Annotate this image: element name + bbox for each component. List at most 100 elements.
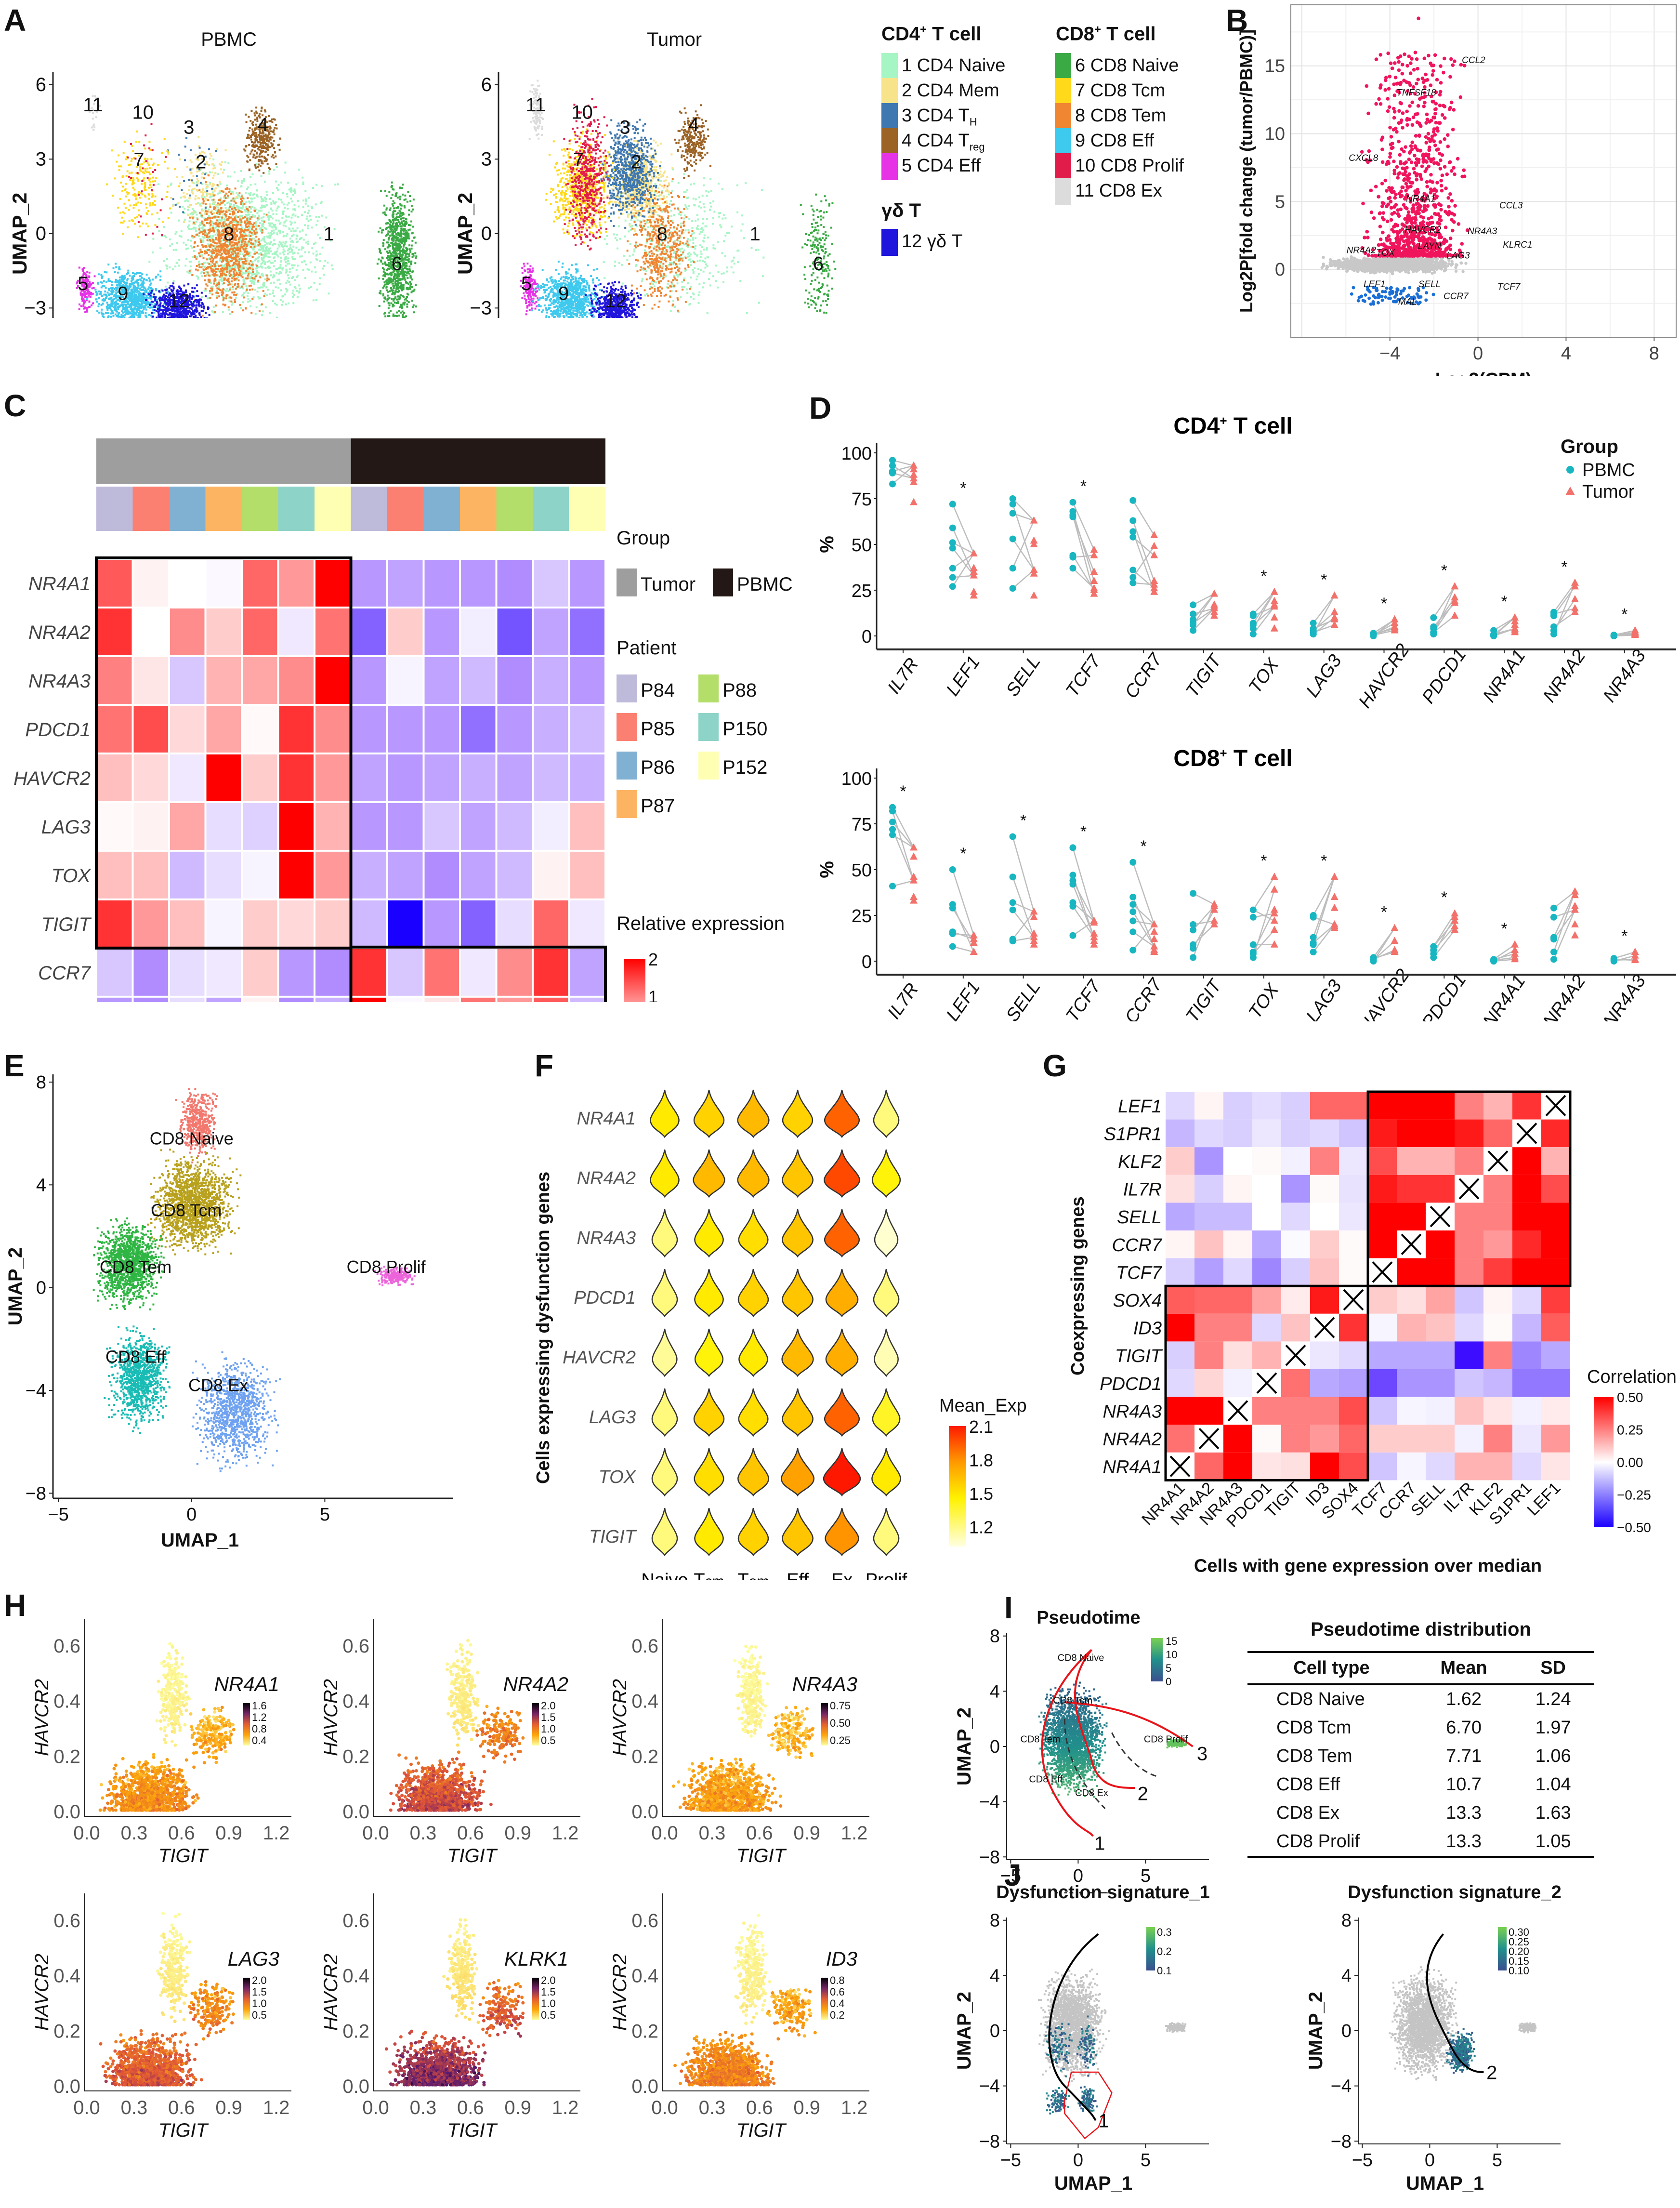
cell-point — [178, 185, 181, 187]
cell-point — [386, 251, 388, 253]
cell-point — [165, 236, 167, 238]
cell-point — [108, 294, 110, 296]
cell-point — [132, 284, 135, 287]
cell-point — [331, 268, 334, 270]
cell-point — [401, 187, 403, 189]
cell-point — [107, 304, 109, 307]
cell-point — [394, 254, 396, 256]
cell-point — [120, 314, 123, 316]
cell-point — [238, 263, 240, 265]
cell-point — [406, 264, 408, 267]
cell-point — [147, 304, 150, 306]
cell-point — [389, 207, 392, 210]
cell-point — [145, 291, 147, 293]
cell-point — [277, 184, 280, 186]
cell-point — [186, 225, 189, 228]
cell-point — [250, 138, 252, 141]
cell-point — [264, 116, 267, 119]
cell-point — [320, 185, 323, 187]
cell-point — [207, 184, 209, 186]
cell-point — [126, 300, 129, 303]
cell-point — [233, 238, 235, 241]
cell-point — [250, 242, 252, 244]
cell-point — [137, 173, 140, 175]
cell-point — [236, 249, 238, 251]
cell-point — [251, 149, 254, 151]
cell-point — [226, 218, 229, 220]
cell-point — [242, 239, 244, 242]
cell-point — [247, 301, 249, 303]
cell-point — [91, 293, 93, 296]
cell-point — [209, 158, 211, 160]
cell-point — [224, 237, 226, 239]
cell-point — [399, 198, 401, 200]
cell-point — [251, 277, 254, 279]
cell-point — [206, 222, 209, 224]
cell-point — [143, 172, 145, 174]
cell-point — [393, 255, 395, 258]
cell-point — [152, 176, 155, 179]
cell-point — [140, 306, 143, 309]
cell-point — [259, 132, 262, 134]
cell-point — [294, 279, 296, 281]
cell-point — [399, 265, 402, 267]
cell-point — [254, 164, 257, 166]
cell-point — [218, 239, 221, 242]
cell-point — [397, 234, 400, 236]
cell-point — [221, 218, 223, 221]
cell-point — [255, 106, 258, 109]
cell-point — [387, 273, 390, 276]
cell-point — [223, 221, 225, 224]
cell-point — [254, 150, 256, 152]
cell-point — [409, 288, 411, 290]
cell-point — [248, 235, 250, 238]
cell-point — [237, 283, 239, 285]
cell-point — [394, 296, 397, 299]
cell-point — [244, 258, 247, 260]
cell-point — [242, 293, 244, 296]
cell-point — [405, 282, 407, 284]
cell-point — [246, 217, 249, 220]
cell-point — [215, 261, 218, 264]
cell-point — [337, 183, 339, 185]
cell-point — [247, 197, 249, 199]
cell-point — [399, 250, 401, 252]
cell-point — [255, 110, 258, 113]
cell-point — [82, 298, 85, 301]
cell-point — [214, 276, 217, 278]
cell-point — [229, 248, 231, 251]
cell-point — [280, 272, 282, 274]
cell-point — [289, 244, 291, 246]
cell-point — [291, 214, 294, 217]
cell-point — [240, 275, 243, 277]
cell-point — [254, 165, 257, 168]
cell-point — [233, 241, 236, 244]
cell-point — [394, 273, 396, 275]
cell-point — [252, 233, 254, 236]
cell-point — [199, 212, 202, 215]
cell-point — [192, 227, 195, 230]
cell-point — [266, 162, 269, 165]
cell-point — [211, 265, 214, 267]
cell-point — [123, 288, 125, 291]
cell-point — [191, 189, 193, 191]
cell-point — [386, 257, 388, 259]
cell-point — [210, 155, 212, 157]
cell-point — [118, 306, 120, 308]
cell-point — [297, 252, 299, 255]
cell-point — [249, 305, 252, 307]
cell-point — [189, 149, 192, 151]
cell-point — [389, 231, 391, 233]
cell-point — [219, 181, 221, 183]
cell-point — [246, 243, 248, 246]
cell-point — [392, 313, 394, 316]
cell-point — [202, 198, 204, 200]
cell-point — [210, 227, 212, 229]
cell-point — [213, 263, 215, 265]
cell-point — [402, 223, 404, 225]
cell-point — [221, 161, 223, 163]
cell-point — [122, 185, 124, 188]
cell-point — [216, 219, 218, 222]
cell-point — [147, 225, 149, 227]
cell-point — [214, 217, 216, 219]
